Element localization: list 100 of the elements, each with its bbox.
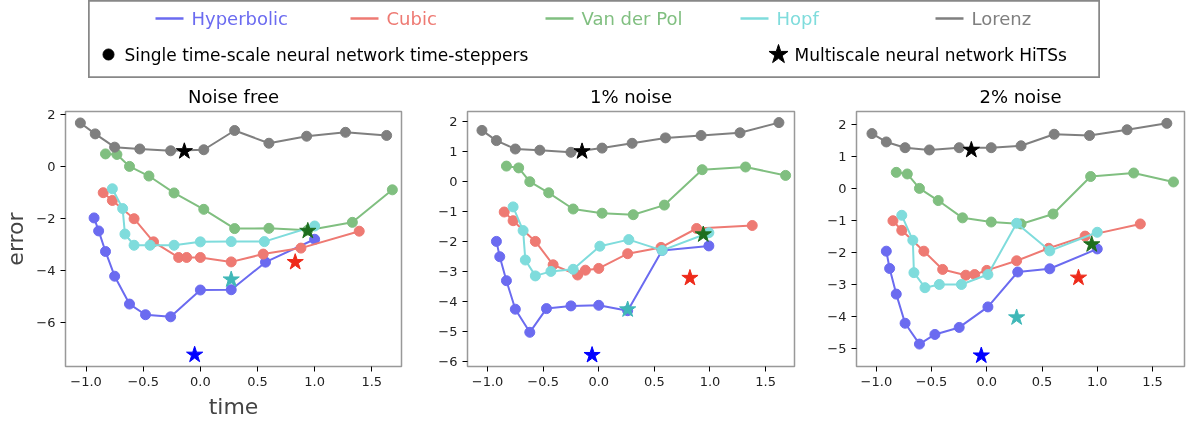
chart-title: 2% noise xyxy=(979,85,1062,107)
point xyxy=(953,142,965,154)
point xyxy=(519,254,531,266)
point xyxy=(263,137,275,149)
x-tick-label: 0.0 xyxy=(190,373,211,389)
point xyxy=(1083,235,1101,252)
point xyxy=(500,160,512,172)
x-tick-label: 1.0 xyxy=(304,373,325,389)
point xyxy=(901,168,913,180)
point xyxy=(982,301,994,313)
point xyxy=(1134,218,1146,230)
y-tick-label: −6 xyxy=(36,314,56,330)
y-tick-label: −2 xyxy=(827,245,847,261)
y-tick-label: −3 xyxy=(827,277,847,293)
point xyxy=(596,142,608,154)
point xyxy=(907,234,919,246)
point xyxy=(913,338,925,350)
point xyxy=(194,284,206,296)
y-tick-label: 1 xyxy=(449,143,458,159)
point xyxy=(194,251,206,263)
point xyxy=(175,142,193,159)
point xyxy=(579,264,591,276)
point xyxy=(887,215,899,227)
point xyxy=(295,242,307,254)
chart-title: Noise free xyxy=(187,85,280,107)
point xyxy=(509,303,521,315)
point xyxy=(386,184,398,196)
point xyxy=(658,199,670,211)
point xyxy=(594,240,606,252)
point xyxy=(1047,208,1059,220)
point xyxy=(263,222,275,234)
point xyxy=(490,135,502,147)
point xyxy=(622,248,634,260)
point xyxy=(955,279,967,290)
point xyxy=(962,140,980,158)
x-tick-label: 1.5 xyxy=(361,373,383,389)
y-tick-label: −5 xyxy=(438,323,458,339)
point xyxy=(100,246,111,257)
point xyxy=(565,146,577,158)
point xyxy=(567,263,579,275)
x-tick-label: 0.0 xyxy=(976,373,998,389)
x-tick-label: −1.0 xyxy=(471,373,504,389)
point xyxy=(896,224,908,236)
point xyxy=(229,125,241,136)
y-axis-title: error xyxy=(3,211,29,266)
point xyxy=(257,248,269,260)
point xyxy=(106,195,118,206)
point xyxy=(596,207,608,219)
point xyxy=(899,142,911,154)
point xyxy=(1084,130,1096,142)
point xyxy=(529,235,541,247)
x-tick-label: 0.0 xyxy=(588,373,610,389)
point xyxy=(567,203,579,215)
legend-label: Multiscale neural network HiTSs xyxy=(794,44,1067,65)
point xyxy=(746,220,758,231)
point xyxy=(165,145,177,157)
point xyxy=(109,141,121,153)
point xyxy=(124,160,135,172)
point xyxy=(957,212,969,224)
x-axis-title: time xyxy=(208,393,259,419)
point xyxy=(908,267,920,279)
y-tick-label: 0 xyxy=(449,173,458,189)
point xyxy=(982,269,994,281)
point xyxy=(225,256,237,268)
x-tick-label: −0.5 xyxy=(915,373,948,389)
y-tick-label: 0 xyxy=(47,158,56,174)
point xyxy=(1011,217,1023,229)
point xyxy=(932,195,944,207)
point xyxy=(494,251,506,263)
point xyxy=(509,143,521,155)
point xyxy=(627,209,639,221)
point xyxy=(593,262,605,274)
point xyxy=(933,279,945,290)
point xyxy=(696,164,708,176)
point xyxy=(1085,171,1097,183)
point xyxy=(1008,308,1026,325)
point xyxy=(194,236,206,248)
y-tick-label: −3 xyxy=(438,263,458,279)
point xyxy=(1011,255,1023,267)
x-tick-label: 1.0 xyxy=(1086,373,1108,389)
point xyxy=(88,212,100,224)
point xyxy=(703,240,715,252)
point xyxy=(490,235,502,247)
point xyxy=(913,182,925,194)
point xyxy=(140,309,151,321)
point xyxy=(507,201,519,213)
point xyxy=(890,166,902,178)
legend-label: Single time-scale neural network time-steppers xyxy=(124,44,529,65)
point xyxy=(896,209,908,221)
point xyxy=(93,225,105,237)
point xyxy=(1128,167,1140,179)
point xyxy=(225,284,237,296)
chart-title: 1% noise xyxy=(589,85,673,107)
y-tick-label: −5 xyxy=(827,341,847,357)
y-tick-label: −4 xyxy=(827,309,847,325)
point xyxy=(1069,268,1088,286)
point xyxy=(593,299,605,311)
point xyxy=(119,228,131,240)
point xyxy=(128,213,140,225)
point xyxy=(565,300,577,312)
